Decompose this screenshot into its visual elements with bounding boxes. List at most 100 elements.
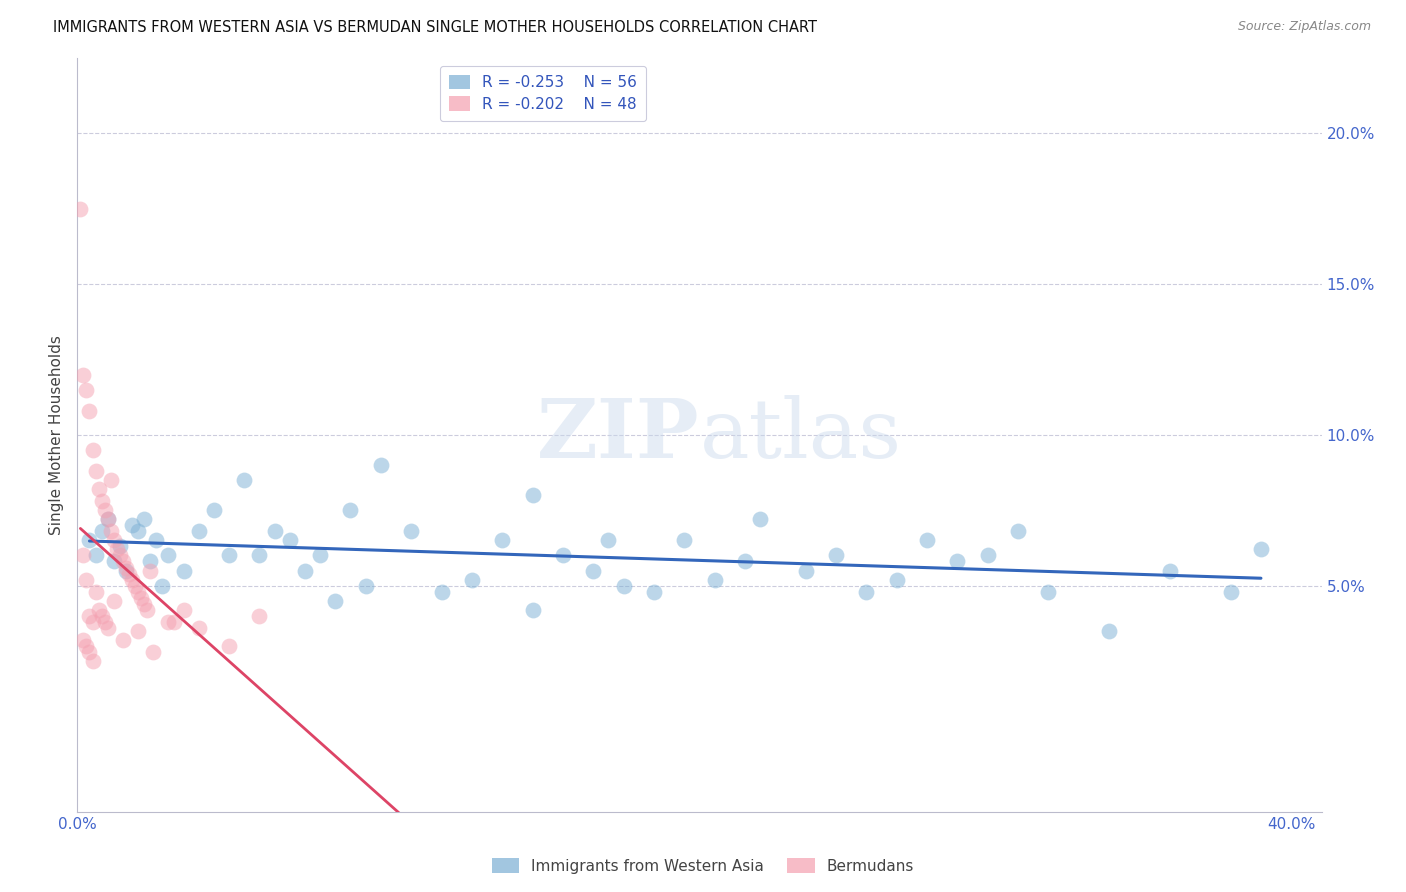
Point: [794, 564, 817, 578]
Point: [97, 512, 120, 526]
Point: [613, 578, 636, 592]
Text: IMMIGRANTS FROM WESTERN ASIA VS BERMUDAN SINGLE MOTHER HOUSEHOLDS CORRELATION CH: IMMIGRANTS FROM WESTERN ASIA VS BERMUDAN…: [53, 20, 817, 35]
Point: [886, 573, 908, 587]
Point: [84, 464, 107, 478]
Point: [187, 621, 209, 635]
Point: [139, 564, 162, 578]
Point: [339, 503, 361, 517]
Point: [187, 524, 209, 539]
Point: [233, 473, 256, 487]
Point: [118, 566, 141, 581]
Point: [218, 639, 240, 653]
Point: [163, 615, 186, 629]
Point: [79, 608, 101, 623]
Point: [1007, 524, 1029, 539]
Point: [430, 584, 453, 599]
Point: [582, 564, 605, 578]
Point: [157, 615, 180, 629]
Point: [115, 560, 138, 574]
Point: [173, 603, 195, 617]
Point: [673, 533, 696, 548]
Point: [103, 554, 125, 568]
Point: [90, 608, 112, 623]
Point: [93, 503, 115, 517]
Point: [82, 615, 104, 629]
Text: ZIP: ZIP: [537, 395, 700, 475]
Point: [491, 533, 513, 548]
Point: [173, 564, 195, 578]
Point: [72, 368, 94, 382]
Point: [249, 549, 271, 563]
Text: Source: ZipAtlas.com: Source: ZipAtlas.com: [1237, 20, 1371, 33]
Point: [977, 549, 1000, 563]
Point: [90, 494, 112, 508]
Point: [643, 584, 665, 599]
Legend: R = -0.253    N = 56, R = -0.202    N = 48: R = -0.253 N = 56, R = -0.202 N = 48: [440, 66, 647, 121]
Point: [522, 603, 544, 617]
Point: [79, 645, 101, 659]
Point: [72, 632, 94, 647]
Point: [75, 639, 97, 653]
Point: [103, 533, 125, 548]
Point: [370, 458, 392, 472]
Point: [825, 549, 848, 563]
Point: [69, 202, 91, 216]
Point: [150, 578, 173, 592]
Point: [100, 524, 122, 539]
Point: [121, 573, 143, 587]
Point: [294, 564, 316, 578]
Point: [97, 621, 120, 635]
Point: [82, 654, 104, 668]
Point: [1219, 584, 1241, 599]
Point: [263, 524, 285, 539]
Point: [103, 593, 125, 607]
Point: [218, 549, 240, 563]
Point: [79, 403, 101, 417]
Point: [703, 573, 725, 587]
Point: [75, 383, 97, 397]
Point: [108, 540, 131, 554]
Point: [100, 473, 122, 487]
Point: [75, 573, 97, 587]
Point: [127, 624, 149, 638]
Point: [399, 524, 422, 539]
Point: [202, 503, 225, 517]
Point: [79, 533, 101, 548]
Point: [82, 442, 104, 457]
Point: [749, 512, 772, 526]
Point: [734, 554, 756, 568]
Point: [598, 533, 620, 548]
Point: [129, 591, 152, 605]
Point: [461, 573, 484, 587]
Point: [855, 584, 877, 599]
Point: [84, 549, 107, 563]
Point: [132, 597, 155, 611]
Point: [309, 549, 332, 563]
Point: [136, 603, 159, 617]
Text: atlas: atlas: [700, 395, 901, 475]
Point: [90, 524, 112, 539]
Point: [157, 549, 180, 563]
Point: [105, 542, 128, 557]
Point: [108, 549, 131, 563]
Point: [132, 512, 155, 526]
Point: [323, 593, 346, 607]
Point: [87, 603, 110, 617]
Point: [93, 615, 115, 629]
Point: [97, 512, 120, 526]
Point: [145, 533, 167, 548]
Point: [1038, 584, 1060, 599]
Point: [115, 564, 138, 578]
Point: [72, 549, 94, 563]
Point: [127, 524, 149, 539]
Point: [249, 608, 271, 623]
Point: [84, 584, 107, 599]
Point: [111, 632, 134, 647]
Point: [915, 533, 938, 548]
Point: [551, 549, 574, 563]
Point: [142, 645, 165, 659]
Point: [111, 554, 134, 568]
Point: [124, 578, 146, 592]
Point: [1250, 542, 1272, 557]
Point: [1159, 564, 1181, 578]
